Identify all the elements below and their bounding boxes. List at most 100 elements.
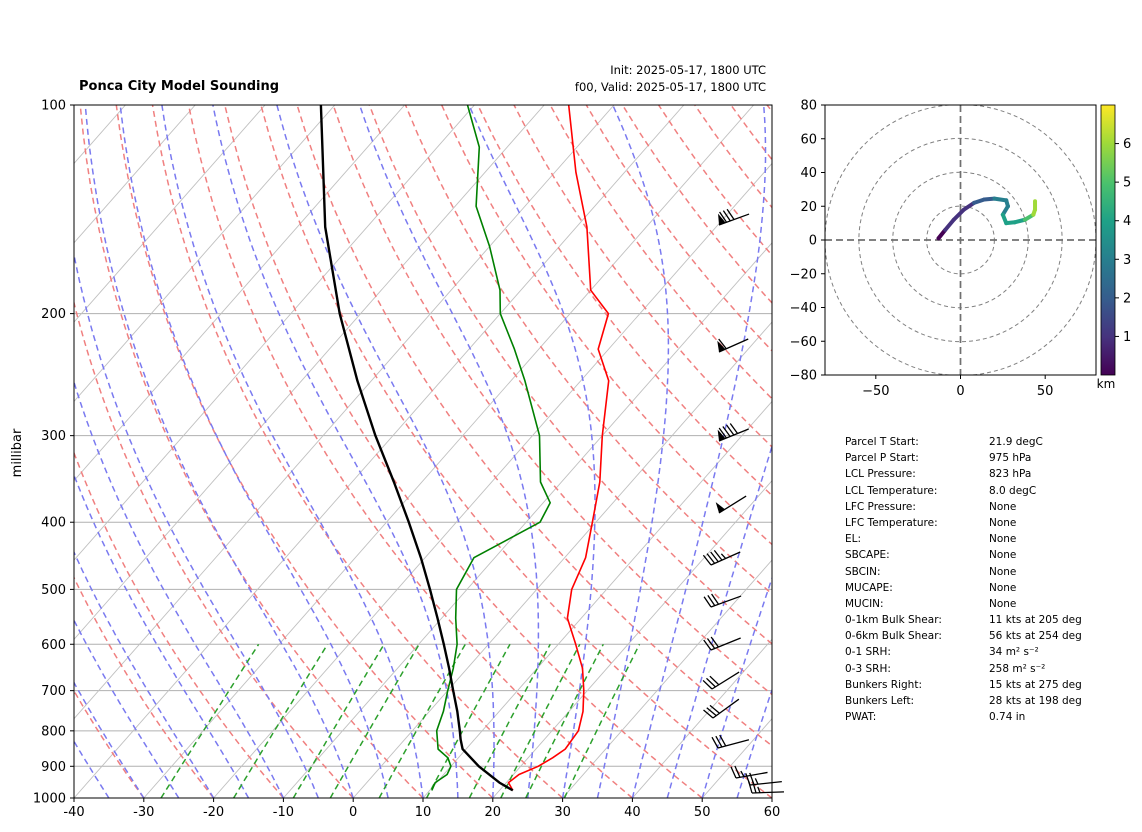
moist-adiabat xyxy=(161,105,424,798)
moist-adiabat xyxy=(468,105,596,798)
temperature-line xyxy=(507,105,610,791)
isotherm xyxy=(74,105,336,403)
mixing-ratio-line xyxy=(525,643,604,798)
isotherm xyxy=(74,105,545,641)
colorbar-tick-label: 2 xyxy=(1123,291,1131,306)
moist-adiabat xyxy=(701,575,772,798)
dry-adiabat xyxy=(549,105,772,400)
x-tick-label: 40 xyxy=(624,805,641,820)
stats-value: None xyxy=(989,597,1017,610)
stats-row: 0-6km Bulk Shear: 56 kts at 254 deg xyxy=(845,630,1105,646)
hodograph-segment xyxy=(943,217,956,232)
stats-row: 0-1km Bulk Shear: 11 kts at 205 deg xyxy=(845,614,1105,630)
isotherm xyxy=(74,105,405,482)
y-tick-label: 500 xyxy=(41,583,66,598)
wind-barb xyxy=(717,423,749,442)
stats-label: 0-1 SRH: xyxy=(845,646,891,659)
mixing-ratio-line xyxy=(329,643,420,798)
stats-label: Bunkers Left: xyxy=(845,695,915,707)
y-tick-label: 400 xyxy=(41,516,66,531)
stats-row: Parcel P Start: 975 hPa xyxy=(845,452,1105,468)
hodograph-segment xyxy=(961,200,977,212)
skewt-ticks: -40 -30 -20 -10 0 10 20 30 40 50 60 100 200 300 400 500… xyxy=(33,99,780,821)
stats-row: LCL Temperature: 8.0 degC xyxy=(845,485,1105,501)
stats-label: Bunkers Right: xyxy=(845,678,922,691)
dry-adiabat xyxy=(115,105,494,798)
stats-row: PWAT: 0.74 in xyxy=(845,711,1105,727)
stats-label: LFC Pressure: xyxy=(845,500,916,513)
moist-adiabat xyxy=(631,105,767,798)
x-tick-label: -10 xyxy=(273,805,294,820)
mixing-ratio-line xyxy=(292,643,385,798)
wind-barb xyxy=(717,338,749,353)
stats-row: MUCIN: None xyxy=(845,598,1105,614)
colorbar-ticks: 1 2 3 4 5 6 xyxy=(1115,137,1131,345)
isotherm xyxy=(74,105,685,798)
stats-row: SBCIN: None xyxy=(845,566,1105,582)
stats-label: SBCIN: xyxy=(845,565,881,578)
stats-label: Parcel P Start: xyxy=(845,452,919,465)
colorbar-tick-label: 6 xyxy=(1123,137,1131,152)
isotherm xyxy=(74,105,266,323)
stats-value: None xyxy=(989,549,1017,562)
dry-adiabat xyxy=(151,105,564,798)
x-tick-label: -30 xyxy=(133,805,154,820)
x-tick-label: 20 xyxy=(485,805,502,820)
stats-row: Parcel T Start: 21.9 degC xyxy=(845,436,1105,452)
moist-adiabat xyxy=(736,687,772,798)
hodo-y-tick-label: 20 xyxy=(800,200,817,215)
sounding-stats: Parcel T Start: 21.9 degC Parcel P Start: 9… xyxy=(845,436,1105,727)
x-tick-label: 60 xyxy=(764,805,781,820)
stats-value: 8.0 degC xyxy=(989,484,1037,497)
moist-adiabat xyxy=(666,443,772,798)
wind-barb xyxy=(703,593,742,608)
hodo-y-tick-label: −20 xyxy=(790,267,817,282)
hodo-y-tick-label: −80 xyxy=(790,369,817,384)
isotherm xyxy=(492,480,772,798)
isotherm xyxy=(352,321,772,798)
x-tick-label: -40 xyxy=(63,805,84,820)
y-tick-label: 300 xyxy=(41,429,66,444)
stats-label: PWAT: xyxy=(845,711,877,724)
moist-adiabat xyxy=(74,379,285,798)
y-tick-label: 800 xyxy=(41,724,66,739)
stats-label: Parcel T Start: xyxy=(845,436,919,448)
wind-barb xyxy=(702,671,740,690)
mixing-ratio-line xyxy=(160,643,260,798)
stats-value: 258 m² s⁻² xyxy=(989,662,1046,675)
moist-adiabat xyxy=(358,105,540,798)
stats-label: MUCIN: xyxy=(845,597,884,610)
colorbar xyxy=(1100,104,1116,376)
isotherm xyxy=(632,638,772,798)
y-tick-label: 600 xyxy=(41,638,66,653)
mixing-ratio-line xyxy=(500,643,581,798)
chart-title: Ponca City Model Sounding xyxy=(79,79,280,94)
mixing-ratio-line xyxy=(468,643,551,798)
parcel-profile-line xyxy=(319,105,514,792)
isotherm xyxy=(422,400,772,798)
isotherm xyxy=(74,105,615,720)
dry-adiabat xyxy=(74,299,354,798)
hodograph-segment xyxy=(951,207,966,222)
stats-value: 11 kts at 205 deg xyxy=(989,614,1082,627)
moist-adiabat xyxy=(74,251,319,798)
mixing-ratio-line xyxy=(563,643,641,798)
hodo-y-tick-label: 80 xyxy=(800,99,817,114)
x-tick-label: 10 xyxy=(415,805,432,820)
hodo-x-tick-label: 50 xyxy=(1037,384,1054,399)
hodograph-trace xyxy=(936,196,1038,241)
hodo-y-tick-label: 0 xyxy=(809,234,817,249)
y-tick-label: 200 xyxy=(41,307,66,322)
dry-adiabat xyxy=(79,105,424,798)
dry-adiabat xyxy=(368,105,772,645)
hodo-y-tick-label: 60 xyxy=(800,132,817,147)
y-tick-label: 900 xyxy=(41,760,66,775)
dry-adiabat xyxy=(513,105,772,448)
hodo-y-tick-label: −40 xyxy=(790,301,817,316)
stats-row: 0-1 SRH: 34 m² s⁻² xyxy=(845,646,1105,662)
skewt-grid xyxy=(74,105,772,798)
y-tick-label: 100 xyxy=(41,99,66,114)
y-axis-label: millibar xyxy=(10,428,25,477)
run-info: Init: 2025-05-17, 1800 UTC f00, Valid: 2… xyxy=(575,62,766,96)
